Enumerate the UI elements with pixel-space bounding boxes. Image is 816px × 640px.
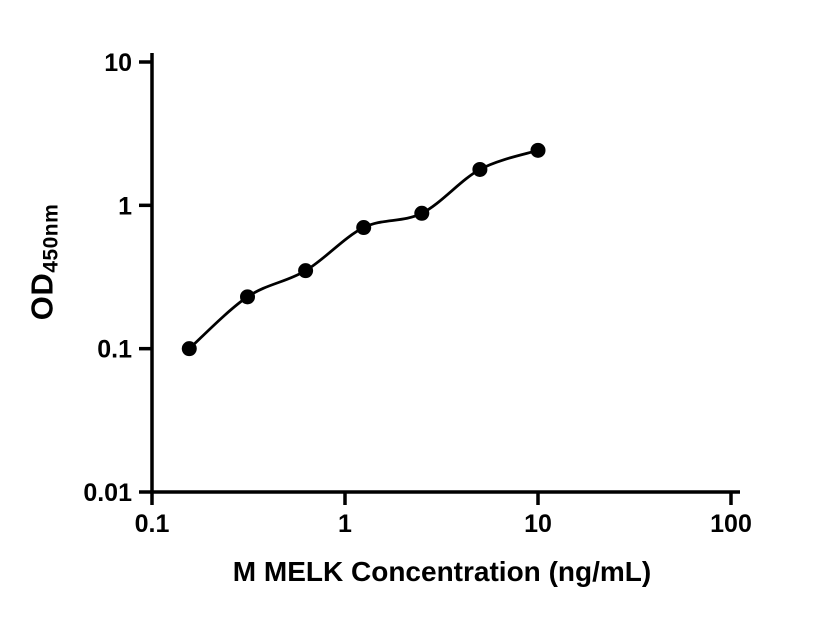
x-tick-label: 1	[338, 510, 352, 538]
x-tick-label: 0.1	[135, 510, 170, 538]
x-tick-label: 10	[524, 510, 552, 538]
y-axis-title: OD450nm	[25, 204, 64, 321]
y-axis-title-sub: 450nm	[39, 203, 63, 273]
data-point	[181, 341, 197, 357]
data-point	[356, 220, 372, 236]
x-tick-label: 100	[710, 510, 752, 538]
data-point	[414, 205, 430, 221]
data-point	[298, 263, 314, 279]
data-point	[240, 289, 256, 305]
fit-curve	[188, 149, 539, 350]
x-axis-title: M MELK Concentration (ng/mL)	[232, 556, 652, 587]
data-point	[530, 142, 546, 158]
y-tick-label: 10	[104, 49, 132, 77]
y-axis-title-main: OD	[24, 272, 60, 321]
y-tick-label: 0.1	[97, 336, 132, 364]
data-point	[472, 161, 488, 177]
y-tick-label: 0.01	[83, 479, 132, 507]
y-tick-label: 1	[118, 192, 132, 220]
